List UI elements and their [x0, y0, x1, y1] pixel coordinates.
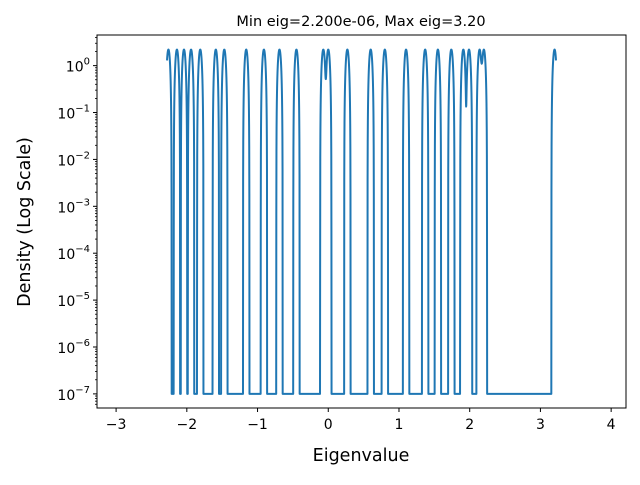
x-tick-label: −3: [106, 417, 127, 433]
series-line-0: [166, 48, 557, 395]
y-tick-label: 10−5: [57, 291, 90, 310]
y-tick-label: 10−3: [57, 197, 90, 216]
y-tick-label: 10−7: [57, 385, 90, 404]
plot-area: [166, 48, 557, 395]
x-tick-label: −1: [247, 417, 268, 433]
axes-frame: [96, 34, 627, 409]
x-tick-label: 2: [465, 417, 474, 433]
y-axis-label: Density (Log Scale): [15, 137, 35, 307]
chart-title: Min eig=2.200e-06, Max eig=3.20: [236, 14, 485, 30]
y-tick-label: 10−6: [57, 338, 90, 357]
x-tick-label: 3: [536, 417, 545, 433]
y-tick-label: 100: [66, 57, 90, 76]
x-tick-label: 0: [324, 417, 333, 433]
axes: −3 −2 −1 0 1 2 3 4 100 10−1 10−2 10−3 10−4 10−5 10−6 10…: [57, 34, 627, 433]
y-tick-label: 10−4: [57, 244, 90, 263]
y-tick-label: 10−1: [57, 104, 90, 123]
x-tick-label: 4: [607, 417, 616, 433]
x-axis-label: Eigenvalue: [313, 446, 410, 466]
y-tick-label: 10−2: [57, 150, 90, 169]
x-tick-label: 1: [395, 417, 404, 433]
x-tick-label: −2: [176, 417, 197, 433]
